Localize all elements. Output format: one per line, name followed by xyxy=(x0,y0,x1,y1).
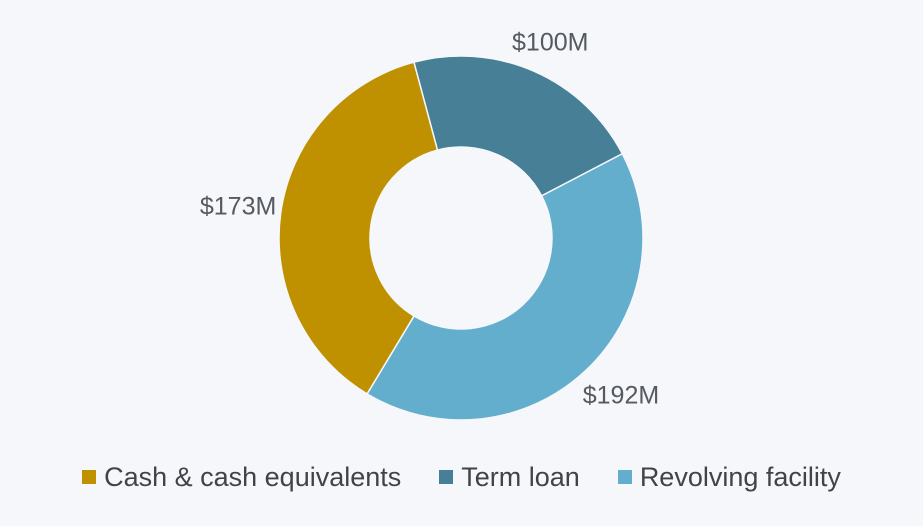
legend-label-revolving: Revolving facility xyxy=(639,461,841,492)
chart-legend: Cash & cash equivalents Term loan Revolv… xyxy=(0,455,923,499)
slice-cash-cash-equivalents xyxy=(278,61,439,395)
data-label-revolving-facility: $192M xyxy=(583,382,659,410)
legend-swatch-cash xyxy=(82,470,97,484)
legend-item-term-loan: Term loan xyxy=(439,462,580,493)
data-label-cash-cash-equivalents: $173M xyxy=(200,193,276,221)
legend-label-cash: Cash & cash equivalents xyxy=(104,461,402,492)
legend-item-cash: Cash & cash equivalents xyxy=(82,462,401,493)
legend-item-revolving: Revolving facility xyxy=(617,461,841,493)
slice-term-loan xyxy=(412,55,624,197)
slice-revolving-facility xyxy=(366,152,644,421)
legend-swatch-revolving xyxy=(617,470,632,484)
legend-swatch-term-loan xyxy=(439,470,454,484)
legend-label-term-loan: Term loan xyxy=(461,461,580,492)
data-label-term-loan: $100M xyxy=(512,29,588,57)
